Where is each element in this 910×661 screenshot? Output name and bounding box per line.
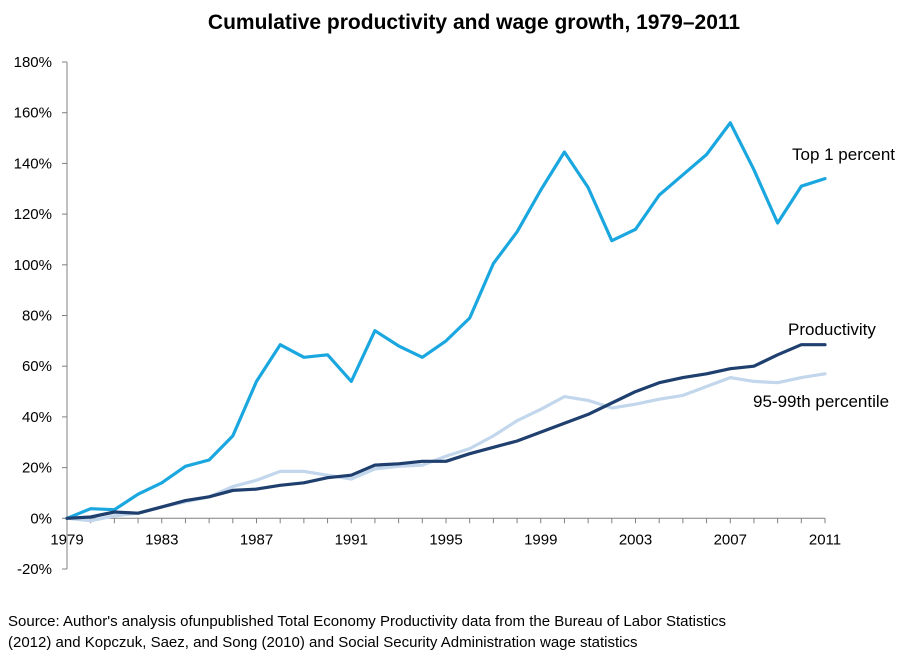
y-tick-label: 160%	[14, 105, 52, 122]
series-label-95-99th-percentile: 95-99th percentile	[753, 392, 889, 411]
source-line-1: Source: Author's analysis ofunpublished …	[8, 613, 726, 630]
y-tick-label: 80%	[22, 308, 52, 325]
x-tick-label: 2003	[619, 531, 652, 548]
series-line-top-1-percent	[65, 121, 827, 520]
y-tick-label: 100%	[14, 257, 52, 274]
x-tick-label: 1991	[335, 531, 368, 548]
x-tick-label: 2011	[809, 531, 841, 548]
series-label-productivity: Productivity	[788, 320, 876, 339]
x-tick-label: 1983	[145, 531, 178, 548]
series-label-top-1-percent: Top 1 percent	[792, 145, 895, 164]
series-line-95-99th-percentile	[65, 372, 827, 523]
source-note: Source: Author's analysis ofunpublished …	[8, 611, 903, 653]
x-tick-label: 2007	[714, 531, 747, 548]
y-tick-label: -20%	[17, 561, 52, 578]
x-tick-label: 1979	[50, 531, 83, 548]
x-tick-label: 1999	[524, 531, 557, 548]
axes: -20% 0% 20% 40% 60% 80% 100% 120% 140% 160% 180% 19…	[14, 54, 842, 578]
x-tick-label: 1987	[240, 531, 273, 548]
series-line-productivity	[65, 343, 827, 520]
source-line-2: (2012) and Kopczuk, Saez, and Song (2010…	[8, 634, 638, 651]
y-tick-label: 140%	[14, 155, 52, 172]
line-chart: Cumulative productivity and wage growth,…	[14, 11, 896, 578]
y-tick-label: 60%	[22, 358, 52, 375]
y-tick-label: 120%	[14, 206, 52, 223]
x-tick-label: 1995	[429, 531, 462, 548]
series-lines	[65, 121, 827, 523]
y-tick-label: 20%	[22, 460, 52, 477]
chart-title: Cumulative productivity and wage growth,…	[208, 11, 740, 34]
y-tick-label: 40%	[22, 409, 52, 426]
y-tick-label: 180%	[14, 54, 52, 71]
y-tick-label: 0%	[30, 510, 52, 527]
